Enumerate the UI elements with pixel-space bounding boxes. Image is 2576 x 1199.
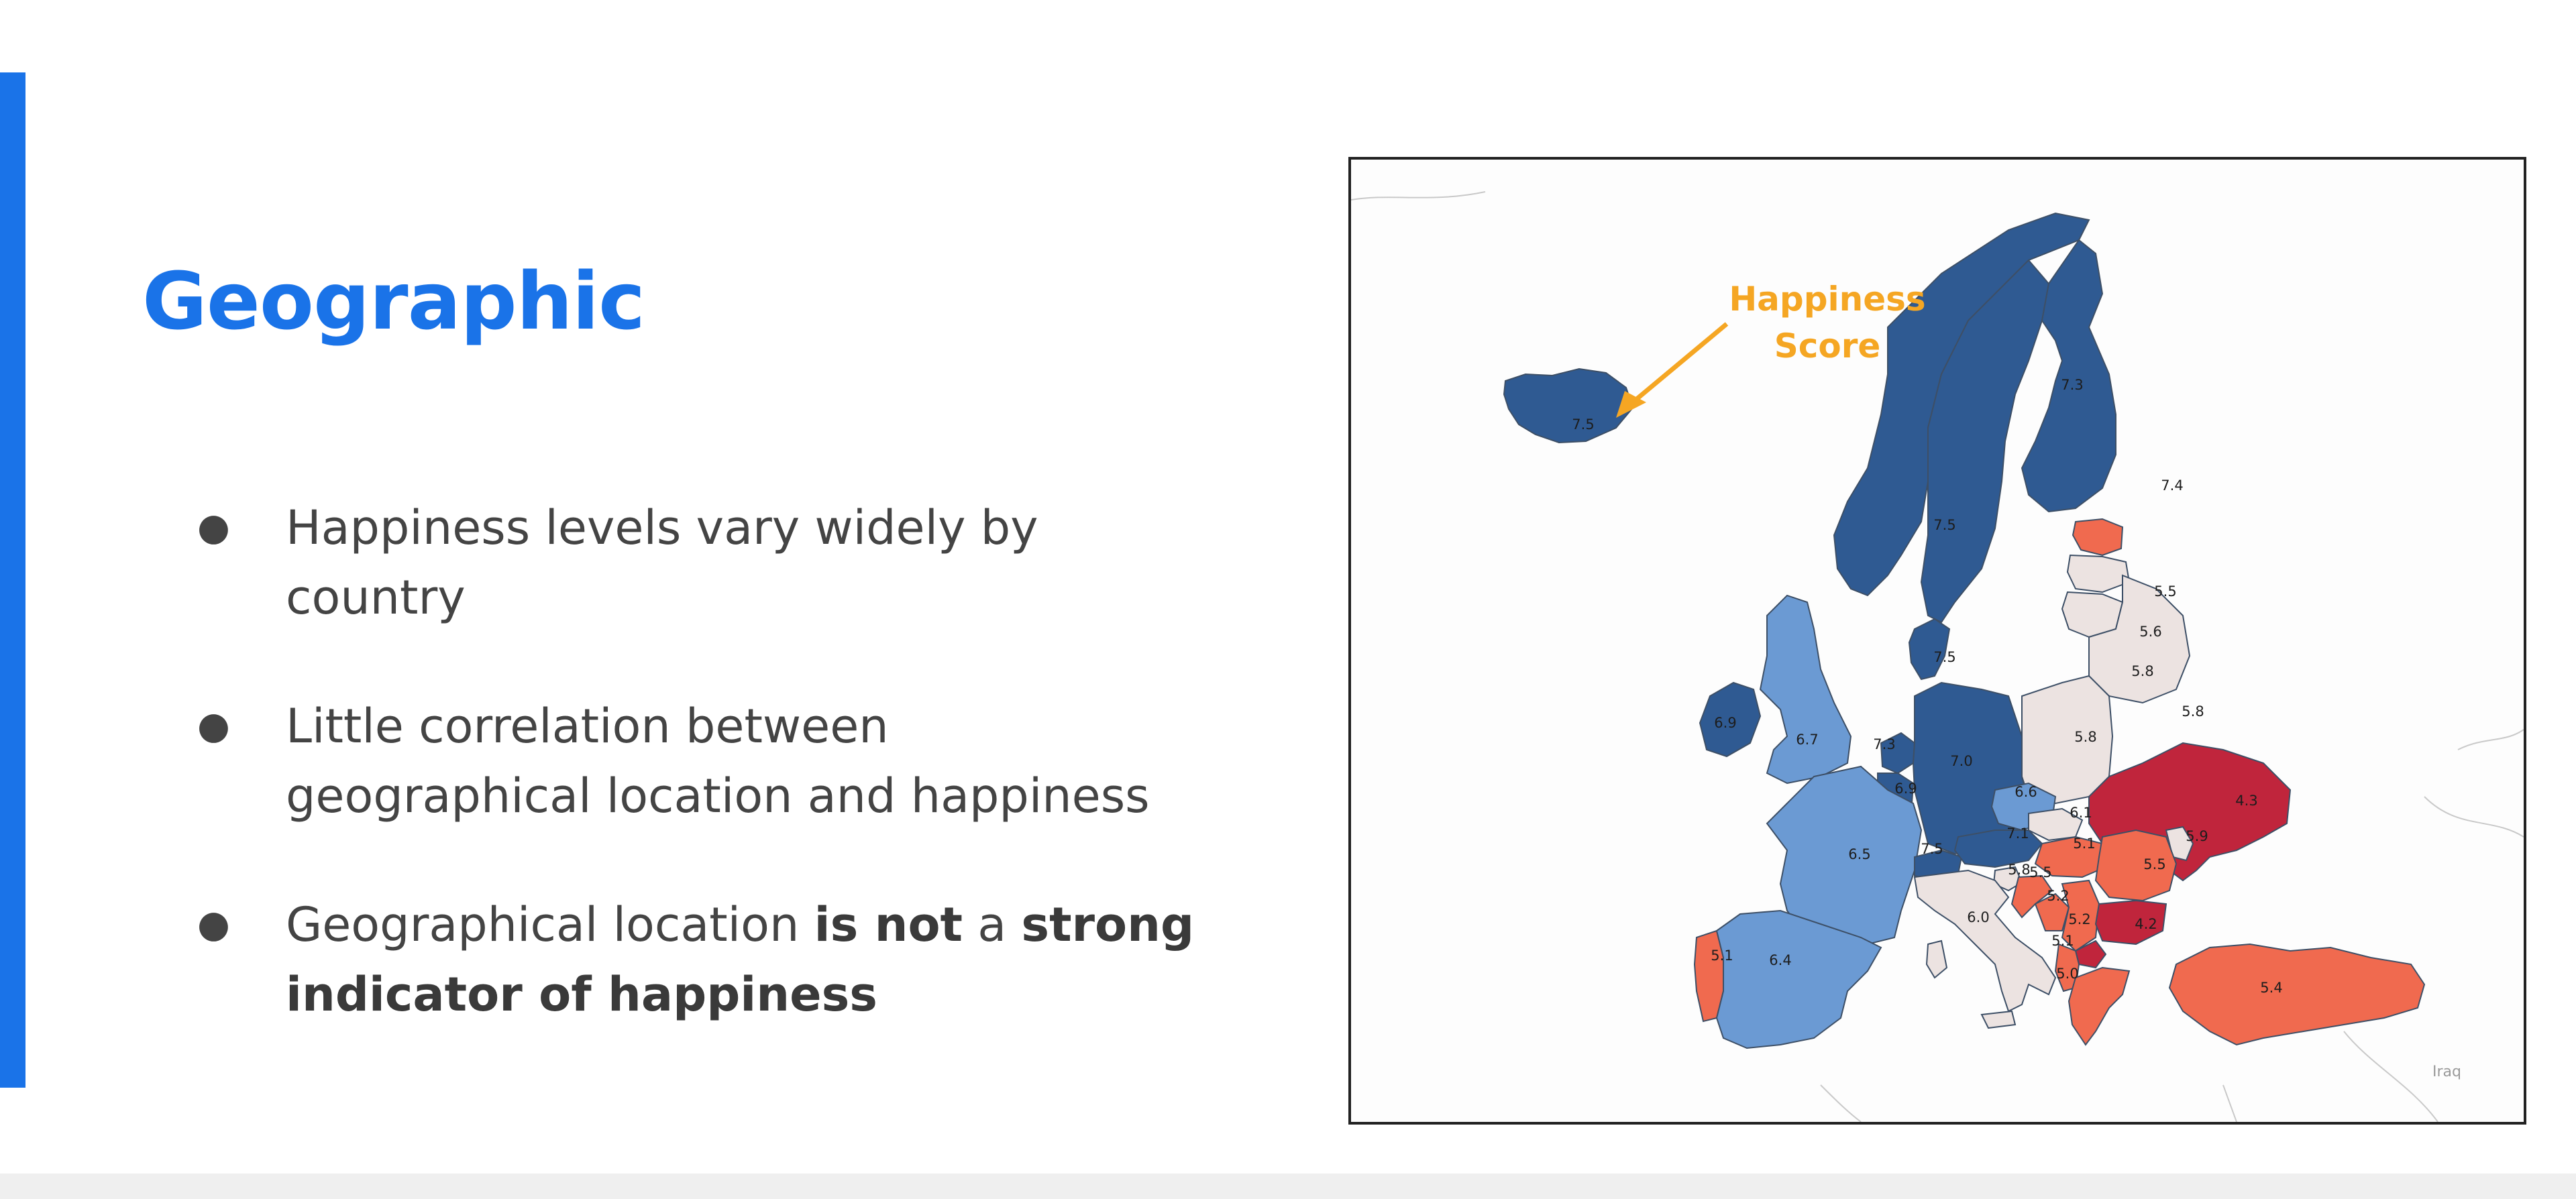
score-label-ukraine: 4.3 — [2235, 793, 2257, 809]
score-label-iceland: 7.5 — [1572, 416, 1594, 433]
score-label-norway: 7.5 — [1933, 517, 1955, 533]
bullet-list: ● Happiness levels vary widely by countr… — [188, 493, 1208, 1088]
score-label-turkey: 5.4 — [2260, 980, 2282, 996]
country-iceland — [1503, 367, 1634, 444]
annotation-arrow-line — [1627, 322, 1729, 407]
score-label-bulgaria: 4.2 — [2135, 916, 2157, 932]
score-label-finland: 7.4 — [2161, 477, 2183, 494]
score-label-croatia: 5.5 — [2029, 864, 2051, 880]
score-label-poland: 5.8 — [2074, 729, 2096, 745]
score-label-portugal: 5.1 — [1711, 948, 1733, 964]
country-sweden — [1920, 259, 2050, 624]
bg-coastline — [1351, 191, 2524, 1122]
bullet-item: ● Little correlation between geographica… — [188, 691, 1208, 831]
score-label-romania: 5.5 — [2143, 856, 2165, 872]
bg-label-iraq: Iraq — [2432, 1064, 2461, 1080]
annotation-line-2: Score — [1774, 327, 1881, 365]
score-label-france: 6.5 — [1848, 846, 1870, 862]
country-italy — [1913, 869, 2057, 1013]
bullet-item: ● Happiness levels vary widely by countr… — [188, 493, 1208, 632]
score-label-belgium: 6.9 — [1894, 781, 1917, 797]
country-turkey — [2168, 943, 2426, 1046]
bottom-bar — [0, 1174, 2576, 1199]
score-label-estonia: 5.5 — [2154, 583, 2176, 600]
score-label-switzerland: 7.5 — [1921, 841, 1943, 857]
country-finland — [2021, 239, 2116, 513]
score-label-moldova: 5.9 — [2186, 828, 2208, 844]
europe-happiness-map: Iraq — [1348, 157, 2526, 1125]
country-spain — [1715, 909, 1882, 1049]
score-label-uk: 6.7 — [1796, 732, 1818, 748]
slide-title: Geographic — [142, 255, 645, 347]
country-romania — [2094, 829, 2178, 902]
score-label-czechia: 6.6 — [2015, 784, 2037, 800]
score-label-spain: 6.4 — [1769, 952, 1791, 968]
bullet-dot: ● — [197, 903, 230, 946]
score-label-ireland: 6.9 — [1714, 715, 1736, 731]
score-label-germany: 7.0 — [1950, 753, 1972, 769]
score-label-albania: 5.0 — [2056, 966, 2078, 982]
score-label-slovenia: 5.8 — [2008, 862, 2030, 878]
score-label-denmark: 7.5 — [1933, 649, 1955, 665]
score-label-bosnia: 5.2 — [2047, 888, 2069, 904]
score-label-lithuania: 5.8 — [2131, 663, 2153, 679]
country-estonia — [2072, 518, 2124, 557]
score-label-italy: 6.0 — [1967, 909, 1989, 925]
annotation-line-1: Happiness — [1729, 280, 1925, 319]
country-hungary — [2034, 836, 2107, 878]
score-label-macedonia: 5.1 — [2051, 933, 2074, 949]
score-label-serbia: 5.2 — [2068, 911, 2090, 927]
slide: Geographic ● Happiness levels vary widel… — [0, 72, 2526, 1125]
country-belarus — [2088, 574, 2191, 704]
score-label-hungary: 5.1 — [2073, 836, 2095, 852]
score-label-slovakia: 6.1 — [2070, 805, 2092, 821]
score-label-netherlands: 7.3 — [1873, 736, 1895, 752]
country-norway — [1833, 212, 2090, 597]
score-label-austria: 7.1 — [2006, 825, 2029, 842]
country-ireland — [1699, 681, 1762, 758]
score-label-belarus: 5.8 — [2182, 703, 2204, 720]
bullet-dot: ● — [197, 506, 230, 549]
country-italy-sardinia — [1925, 939, 1948, 979]
country-bosnia — [2034, 893, 2070, 931]
score-label-sweden: 7.3 — [2061, 377, 2083, 393]
country-greece — [2068, 966, 2131, 1046]
bullet-text: Happiness levels vary widely by country — [286, 500, 1038, 625]
country-serbia — [2061, 879, 2100, 952]
map-svg: Iraq — [1351, 191, 2524, 1122]
bullet-dot: ● — [197, 704, 230, 748]
bullet-item: ● Geographical location is not a strong … — [188, 890, 1208, 1029]
country-austria — [1953, 830, 2043, 868]
accent-bar — [0, 72, 25, 1088]
country-denmark — [1908, 618, 1951, 681]
country-italy-sicily — [1980, 1010, 2017, 1029]
bullet-text: Geographical location is not a strong in… — [286, 897, 1195, 1022]
country-uk — [1759, 594, 1852, 785]
country-croatia — [2010, 874, 2053, 919]
country-bulgaria — [2094, 899, 2167, 946]
annotation-arrow-head — [1616, 391, 1646, 418]
bullet-text: Little correlation between geographical … — [286, 699, 1150, 823]
score-label-latvia: 5.6 — [2139, 624, 2161, 640]
country-latvia — [2066, 554, 2131, 593]
